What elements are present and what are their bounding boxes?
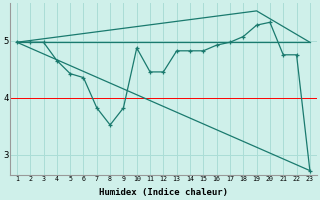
X-axis label: Humidex (Indice chaleur): Humidex (Indice chaleur)	[99, 188, 228, 197]
